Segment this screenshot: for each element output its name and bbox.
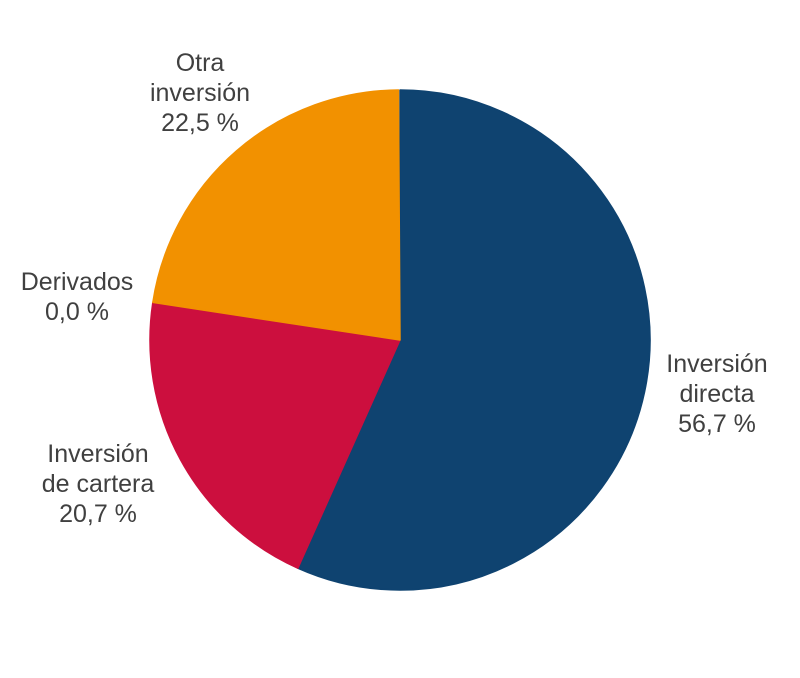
svg-text:Derivados: Derivados [21,268,134,296]
svg-text:inversión: inversión [150,79,250,107]
svg-text:de cartera: de cartera [42,470,155,498]
svg-text:22,5 %: 22,5 % [161,109,239,137]
svg-text:0,0 %: 0,0 % [45,298,109,326]
svg-text:Inversión: Inversión [47,440,148,468]
svg-text:Otra: Otra [176,49,225,77]
svg-text:20,7 %: 20,7 % [59,500,137,528]
svg-text:Inversión: Inversión [666,350,767,378]
svg-text:directa: directa [679,380,754,408]
svg-text:56,7 %: 56,7 % [678,410,756,438]
